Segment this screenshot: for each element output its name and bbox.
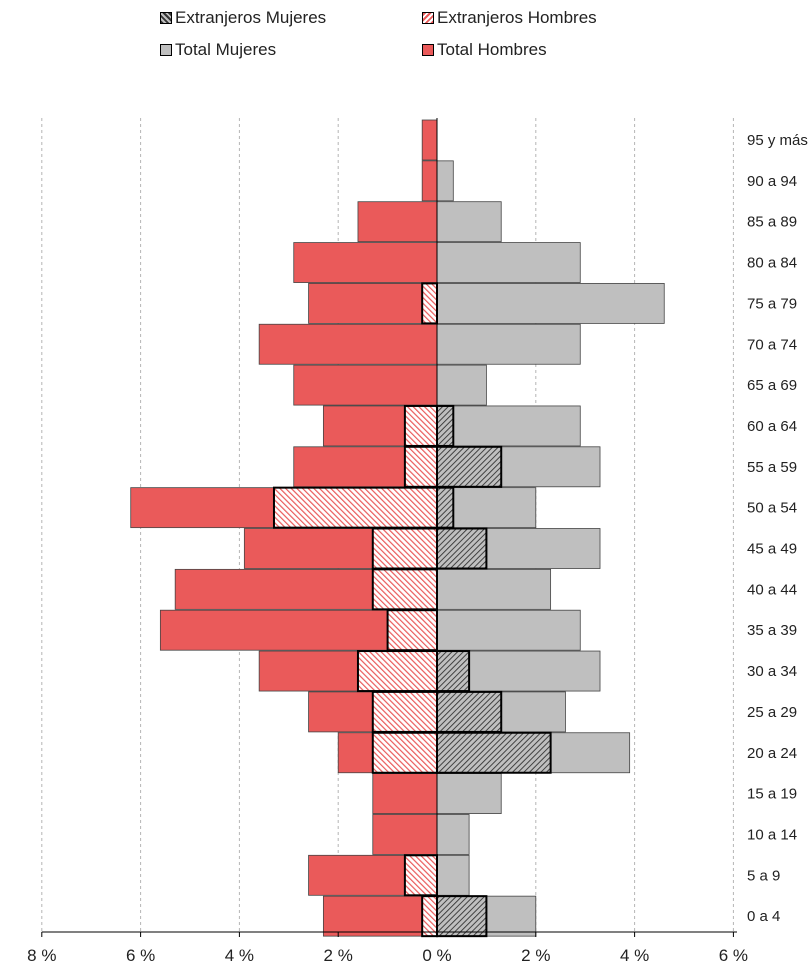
legend-item-total-hombres: Total Hombres <box>422 40 547 60</box>
bar-total-mujeres-5-a-9 <box>436 854 470 896</box>
bar-extranjeros-hombres-5-a-9 <box>403 854 439 897</box>
x-tick-label: 6 % <box>126 946 155 965</box>
bar-extranjeros-hombres-60-a-64 <box>403 404 439 447</box>
age-group-label: 60 a 64 <box>747 418 797 435</box>
bar-total-hombres-65-a-69 <box>293 364 438 406</box>
legend-swatch-extranjeros-hombres <box>422 12 434 24</box>
age-group-label: 15 a 19 <box>747 786 797 803</box>
bar-total-hombres-10-a-14 <box>372 814 438 855</box>
age-group-label: 40 a 44 <box>747 581 797 598</box>
legend-label-extranjeros-mujeres: Extranjeros Mujeres <box>175 8 327 27</box>
bar-extranjeros-hombres-50-a-54 <box>272 486 439 529</box>
bar-extranjeros-hombres-55-a-59 <box>403 445 439 488</box>
bar-total-mujeres-40-a-44 <box>436 568 552 610</box>
legend-swatch-total-mujeres <box>160 44 172 56</box>
x-tick-label: 6 % <box>719 946 748 965</box>
bar-total-hombres-95-y-m-s <box>421 119 438 161</box>
chart-legend: Extranjeros Mujeres Extranjeros Hombres … <box>160 8 680 64</box>
age-group-label: 0 a 4 <box>747 908 780 925</box>
bar-total-hombres-0-a-4 <box>322 895 438 937</box>
bar-extranjeros-hombres-75-a-79 <box>421 282 438 325</box>
bar-total-hombres-15-a-19 <box>372 773 438 814</box>
bar-extranjeros-mujeres-55-a-59 <box>436 445 503 488</box>
bar-total-mujeres-35-a-39 <box>436 609 581 651</box>
age-group-label: 80 a 84 <box>747 255 797 272</box>
bar-extranjeros-hombres-40-a-44 <box>371 568 438 611</box>
legend-item-extranjeros-mujeres: Extranjeros Mujeres <box>160 8 326 28</box>
age-group-label: 95 y más <box>747 132 808 149</box>
age-group-label: 70 a 74 <box>747 336 797 353</box>
age-group-label: 90 a 94 <box>747 173 797 190</box>
age-group-label: 45 a 49 <box>747 541 797 558</box>
bar-extranjeros-hombres-30-a-34 <box>356 650 438 693</box>
bar-total-hombres-70-a-74 <box>258 323 438 365</box>
legend-swatch-extranjeros-mujeres <box>160 12 172 24</box>
bar-extranjeros-mujeres-25-a-29 <box>436 690 503 733</box>
legend-label-total-hombres: Total Hombres <box>437 40 547 59</box>
bar-extranjeros-hombres-45-a-49 <box>371 527 438 570</box>
bar-extranjeros-mujeres-30-a-34 <box>436 650 471 693</box>
x-axis: 8 % 6 % 4 % 2 % 0 % 2 % 4 % 6 % <box>27 118 748 965</box>
bar-total-mujeres-70-a-74 <box>436 323 581 365</box>
x-tick-label: 2 % <box>521 946 550 965</box>
bar-total-mujeres-80-a-84 <box>436 242 581 283</box>
bar-total-mujeres-65-a-69 <box>436 364 487 406</box>
bar-extranjeros-hombres-25-a-29 <box>371 690 438 733</box>
bar-total-hombres-75-a-79 <box>308 282 438 324</box>
age-group-label: 75 a 79 <box>747 295 797 312</box>
bar-extranjeros-hombres-20-a-24 <box>371 731 438 774</box>
bars-group <box>130 119 665 938</box>
age-group-label: 5 a 9 <box>747 867 780 884</box>
x-tick-label: 4 % <box>225 946 254 965</box>
age-group-label: 30 a 34 <box>747 663 797 680</box>
age-group-label: 65 a 69 <box>747 377 797 394</box>
age-group-label: 10 a 14 <box>747 826 797 843</box>
bar-extranjeros-hombres-35-a-39 <box>386 609 439 652</box>
x-tick-label: 8 % <box>27 946 56 965</box>
bar-total-mujeres-10-a-14 <box>436 814 470 855</box>
bar-extranjeros-mujeres-50-a-54 <box>436 486 455 529</box>
bar-total-mujeres-90-a-94 <box>436 160 454 202</box>
bar-extranjeros-mujeres-60-a-64 <box>436 404 455 447</box>
legend-item-total-mujeres: Total Mujeres <box>160 40 276 60</box>
x-tick-label: 2 % <box>324 946 353 965</box>
bar-total-hombres-85-a-89 <box>357 201 438 243</box>
bar-extranjeros-hombres-0-a-4 <box>421 895 438 938</box>
x-tick-label: 0 % <box>422 946 451 965</box>
bar-total-hombres-80-a-84 <box>293 242 438 283</box>
age-labels: 0 a 4 5 a 9 10 a 14 15 a 19 20 a 24 25 a 29 30… <box>747 132 808 925</box>
x-tick-label: 4 % <box>620 946 649 965</box>
age-group-label: 85 a 89 <box>747 214 797 231</box>
bar-total-mujeres-75-a-79 <box>436 282 665 324</box>
age-group-label: 35 a 39 <box>747 622 797 639</box>
legend-item-extranjeros-hombres: Extranjeros Hombres <box>422 8 597 28</box>
age-group-label: 55 a 59 <box>747 459 797 476</box>
grid-lines <box>41 118 734 932</box>
age-group-label: 20 a 24 <box>747 745 797 762</box>
legend-label-extranjeros-hombres: Extranjeros Hombres <box>437 8 597 27</box>
bar-total-mujeres-60-a-64 <box>436 405 581 447</box>
age-group-label: 25 a 29 <box>747 704 797 721</box>
bar-extranjeros-mujeres-45-a-49 <box>436 527 488 570</box>
legend-label-total-mujeres: Total Mujeres <box>175 40 277 59</box>
bar-total-mujeres-15-a-19 <box>436 773 502 814</box>
bar-total-hombres-90-a-94 <box>421 160 438 202</box>
bar-total-mujeres-85-a-89 <box>436 201 502 243</box>
bar-extranjeros-mujeres-20-a-24 <box>436 731 552 774</box>
bar-extranjeros-mujeres-0-a-4 <box>436 895 488 938</box>
legend-swatch-total-hombres <box>422 44 434 56</box>
age-group-label: 50 a 54 <box>747 500 797 517</box>
